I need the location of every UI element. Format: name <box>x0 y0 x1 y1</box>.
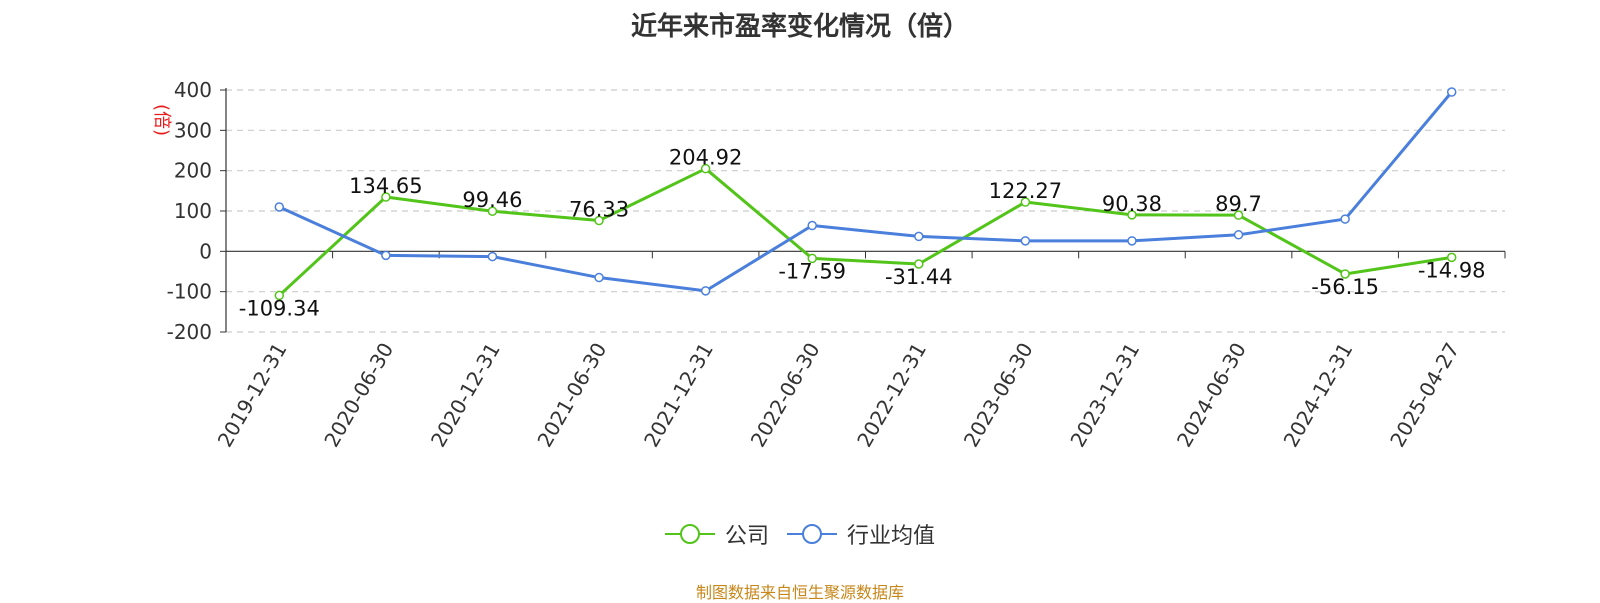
company-point <box>381 192 391 202</box>
legend: 公司 行业均值 <box>0 518 1600 550</box>
legend-swatch-industry-average <box>787 524 837 544</box>
company-point <box>807 253 817 264</box>
legend-item-company[interactable]: 公司 <box>664 518 769 550</box>
x-tick-label: 2023-12-31 <box>1065 339 1144 452</box>
industry-average-point <box>1127 236 1137 246</box>
company-point <box>1446 252 1457 263</box>
company-point <box>1340 269 1350 279</box>
legend-swatch-company <box>664 524 715 544</box>
x-tick-label: 2022-06-30 <box>746 339 825 452</box>
company-point <box>1020 197 1031 207</box>
x-tick-label: 2021-06-30 <box>532 339 611 452</box>
company-data-label: 122.27 <box>989 179 1062 203</box>
x-tick-label: 2024-06-30 <box>1172 339 1251 452</box>
x-tick-label: 2021-12-31 <box>639 339 718 452</box>
legend-label-industry-average: 行业均值 <box>847 524 936 549</box>
company-point <box>594 215 604 226</box>
company-point <box>700 163 711 174</box>
industry-average-point <box>1233 230 1244 240</box>
industry-average-point <box>381 250 391 261</box>
company-data-label: 99.46 <box>462 188 522 212</box>
x-tick-label: 2022-12-31 <box>852 339 931 452</box>
industry-average-point <box>914 231 924 242</box>
x-tick-label: 2020-12-31 <box>426 339 505 452</box>
company-point <box>914 259 924 269</box>
industry-average-point <box>1446 87 1457 97</box>
x-tick-label: 2019-12-31 <box>213 339 292 452</box>
industry-average-point <box>487 251 498 262</box>
legend-item-industry-average[interactable]: 行业均值 <box>787 518 935 550</box>
y-tick-label: 200 <box>174 159 212 183</box>
chart-title: 近年来市盈率变化情况（倍） <box>630 12 969 42</box>
industry-average-line <box>278 91 1453 293</box>
company-data-label: 76.33 <box>569 198 629 222</box>
company-data-label: -17.59 <box>778 259 846 283</box>
data-source-note: 制图数据来自恒生聚源数据库 <box>695 583 904 602</box>
company-data-label: -14.98 <box>1418 258 1486 282</box>
y-tick-label: -100 <box>167 280 212 304</box>
company-data-label: -56.15 <box>1311 275 1379 299</box>
company-data-label: 134.65 <box>349 174 422 198</box>
industry-average-point <box>1340 214 1350 224</box>
y-tick-label: 300 <box>174 118 212 142</box>
legend-label-company: 公司 <box>724 524 769 549</box>
y-tick-label: 100 <box>174 199 212 223</box>
x-tick-label: 2024-12-31 <box>1279 339 1358 452</box>
industry-average-point <box>274 202 285 212</box>
y-tick-label: 0 <box>199 239 212 263</box>
company-point <box>1233 210 1244 220</box>
x-tick-label: 2023-06-30 <box>959 339 1038 452</box>
company-data-label: -109.34 <box>239 296 320 320</box>
company-point <box>1127 210 1137 220</box>
x-tick-label: 2020-06-30 <box>319 339 398 452</box>
industry-average-point <box>1020 236 1031 246</box>
industry-average-point <box>700 286 711 296</box>
y-tick-label: 400 <box>174 78 212 102</box>
company-data-label: -31.44 <box>885 265 953 289</box>
industry-average-point <box>594 272 604 283</box>
company-point <box>487 206 498 216</box>
company-point <box>274 290 285 301</box>
company-line <box>278 167 1452 297</box>
y-tick-label: -200 <box>167 320 212 344</box>
industry-average-point <box>807 220 817 231</box>
company-data-label: 89.7 <box>1215 192 1262 216</box>
company-data-label: 204.92 <box>669 146 742 170</box>
x-tick-label: 2025-04-27 <box>1385 339 1464 452</box>
company-data-label: 90.38 <box>1102 192 1162 216</box>
